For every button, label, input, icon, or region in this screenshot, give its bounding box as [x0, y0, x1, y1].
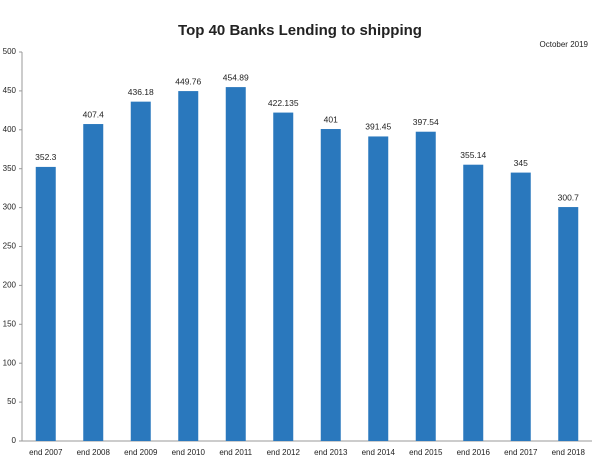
- chart-subtitle: October 2019: [540, 40, 589, 49]
- bar: [178, 91, 199, 441]
- data-label: 449.76: [175, 76, 201, 86]
- y-tick-label: 500: [3, 47, 17, 56]
- y-tick-label: 50: [7, 397, 16, 406]
- data-label: 454.89: [223, 72, 249, 82]
- chart-title: Top 40 Banks Lending to shipping: [178, 22, 422, 39]
- x-tick-label: end 2015: [409, 448, 443, 457]
- x-tick-label: end 2012: [267, 448, 301, 457]
- y-tick-label: 200: [3, 281, 17, 290]
- bar: [35, 166, 56, 442]
- y-tick-label: 250: [3, 242, 17, 251]
- bar: [558, 207, 579, 441]
- data-label: 422.135: [268, 98, 299, 108]
- x-tick-label: end 2009: [124, 448, 158, 457]
- y-tick-label: 0: [12, 436, 17, 445]
- bar: [510, 172, 531, 441]
- data-label: 436.18: [128, 87, 154, 97]
- bar: [415, 131, 436, 442]
- bar: [83, 124, 104, 442]
- x-tick-label: end 2008: [77, 448, 111, 457]
- data-label: 300.7: [558, 192, 580, 202]
- x-tick-label: end 2016: [457, 448, 491, 457]
- x-tick-label: end 2018: [552, 448, 586, 457]
- x-tick-label: end 2013: [314, 448, 348, 457]
- x-tick-label: end 2014: [362, 448, 396, 457]
- bar: [463, 164, 484, 441]
- x-tick-label: end 2010: [172, 448, 206, 457]
- x-tick-label: end 2017: [504, 448, 538, 457]
- bar: [225, 87, 246, 441]
- x-tick-label: end 2011: [219, 448, 252, 457]
- y-tick-label: 100: [3, 358, 17, 367]
- data-label: 391.45: [365, 122, 391, 132]
- data-label: 407.4: [83, 109, 105, 119]
- bar: [273, 112, 294, 441]
- data-label: 355.14: [460, 150, 486, 160]
- y-tick-label: 350: [3, 164, 17, 173]
- y-tick-label: 450: [3, 86, 17, 95]
- y-tick-label: 300: [3, 203, 17, 212]
- x-tick-label: end 2007: [29, 448, 63, 457]
- data-label: 397.54: [413, 117, 439, 127]
- y-tick-label: 150: [3, 319, 17, 328]
- bar: [368, 136, 389, 441]
- data-label: 352.3: [35, 152, 57, 162]
- data-label: 345: [514, 158, 528, 168]
- data-label: 401: [324, 114, 338, 124]
- bar: [130, 101, 151, 441]
- y-tick-label: 400: [3, 125, 17, 134]
- bar: [320, 129, 341, 441]
